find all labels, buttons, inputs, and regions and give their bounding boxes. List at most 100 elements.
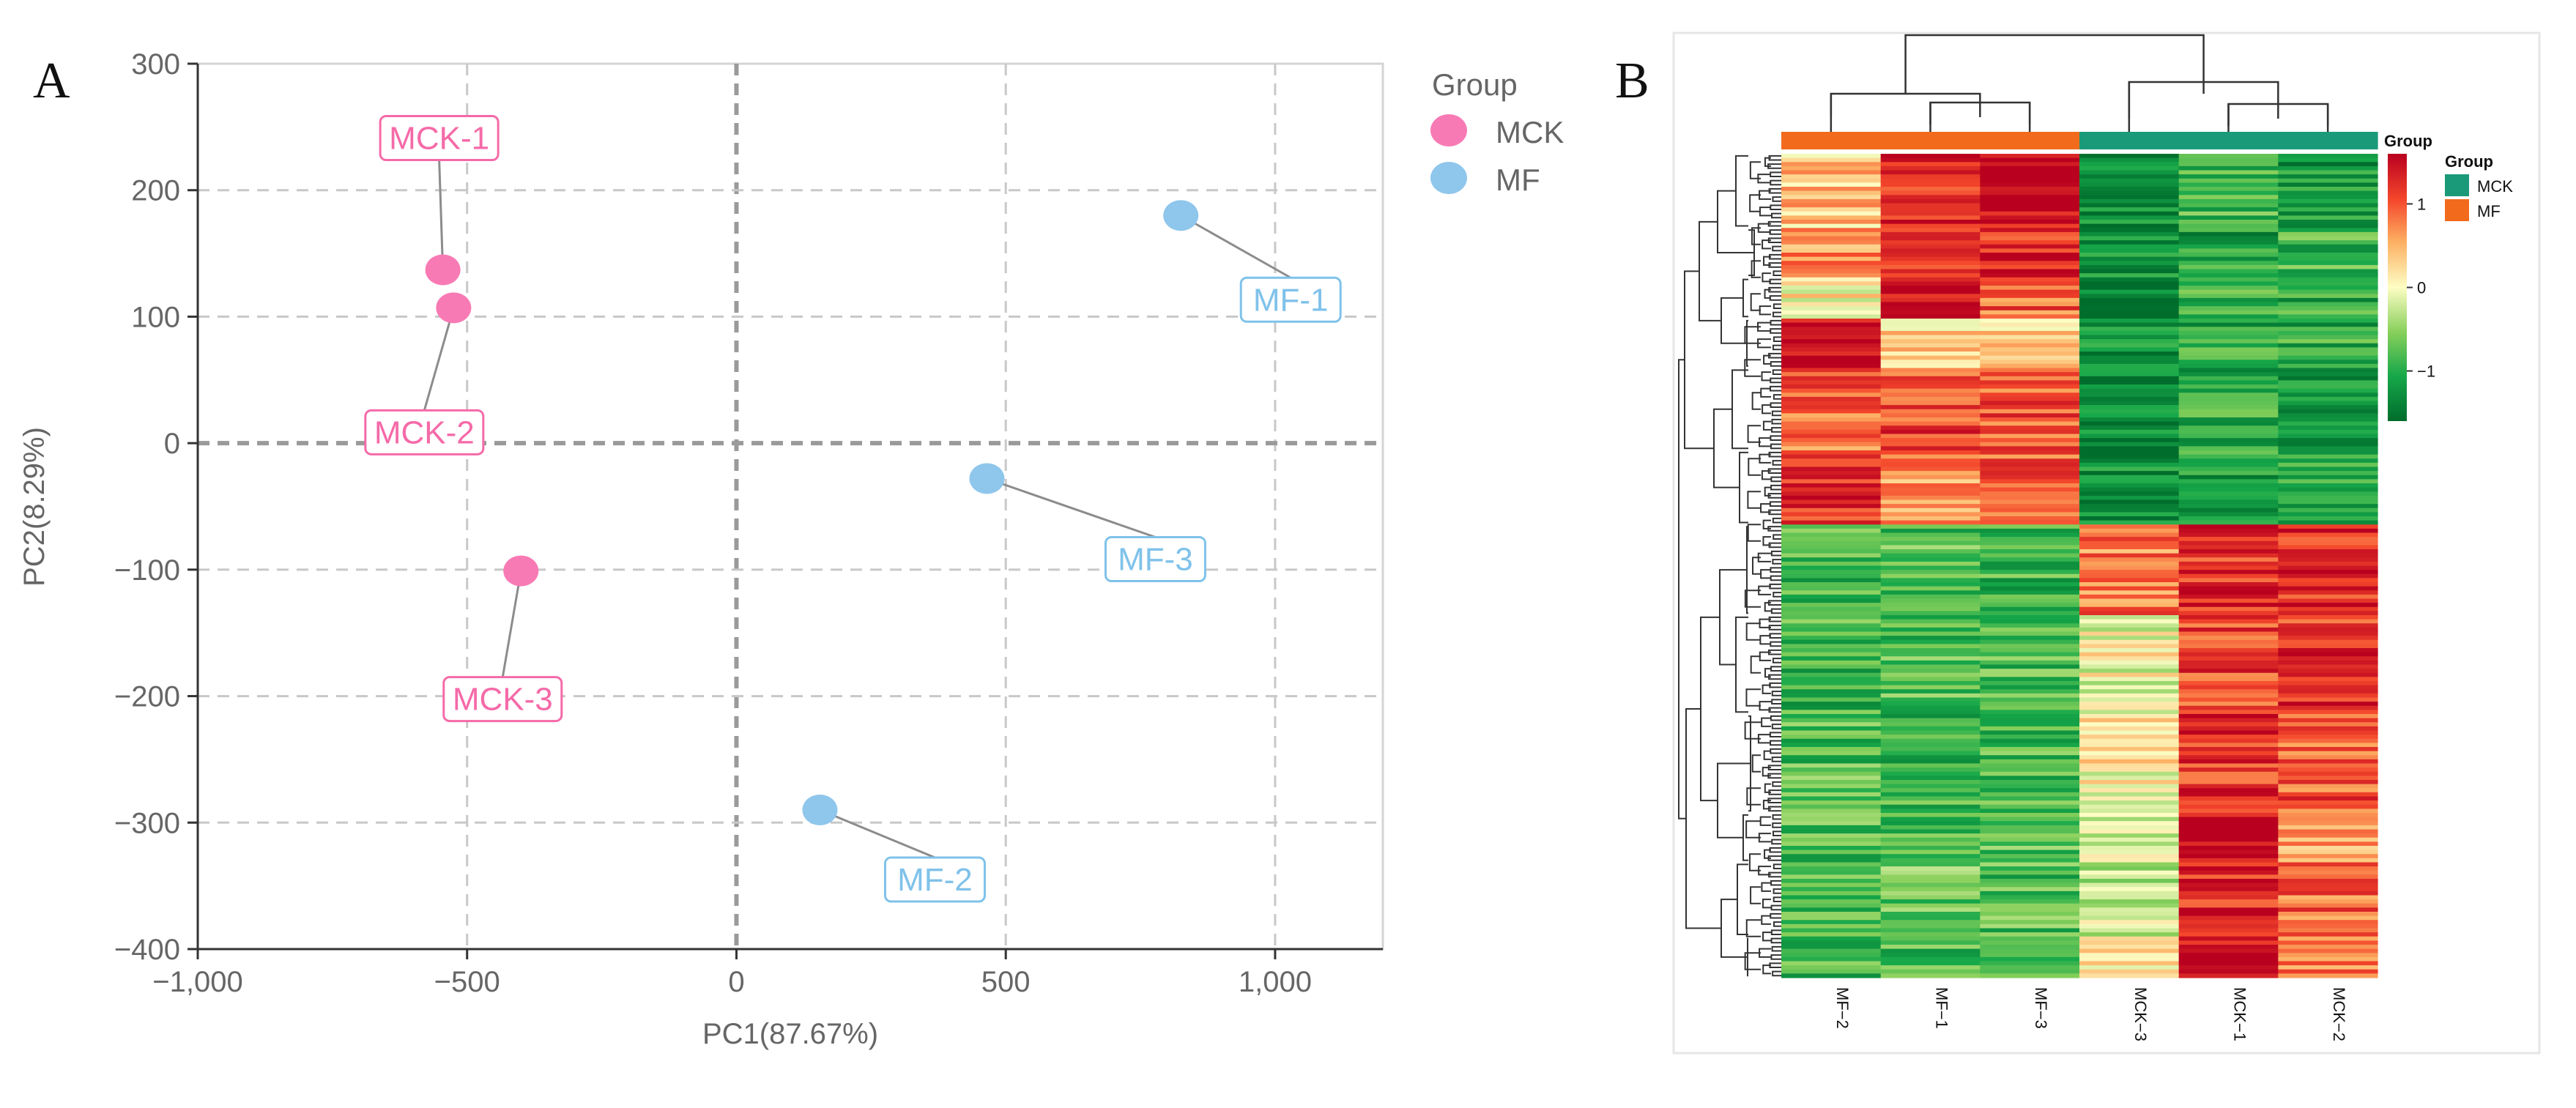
heatmap-cell bbox=[2079, 429, 2180, 435]
heatmap-cell bbox=[1781, 788, 1882, 793]
heatmap-cell bbox=[1880, 808, 1981, 814]
heatmap-cell bbox=[1880, 907, 1981, 912]
row-dendrogram-link bbox=[1760, 569, 1771, 579]
heatmap-cell bbox=[1980, 532, 2080, 538]
heatmap-cell bbox=[1880, 763, 1981, 768]
heatmap-cell bbox=[2079, 953, 2180, 958]
heatmap-cell bbox=[1781, 899, 1882, 904]
heatmap-cell bbox=[1980, 504, 2080, 509]
heatmap-cell bbox=[1781, 973, 1882, 978]
heatmap-cell bbox=[2278, 726, 2378, 732]
heatmap-cell bbox=[2178, 269, 2279, 274]
heatmap-cell bbox=[2178, 829, 2279, 834]
heatmap-cell bbox=[2178, 355, 2279, 360]
heatmap-cell bbox=[2079, 685, 2180, 690]
heatmap-cell bbox=[1980, 689, 2080, 694]
heatmap-cell bbox=[1880, 767, 1981, 773]
heatmap-cell bbox=[2178, 833, 2279, 839]
heatmap-cell bbox=[2178, 677, 2279, 682]
heatmap-cell bbox=[1980, 800, 2080, 806]
heatmap-cell bbox=[1980, 648, 2080, 653]
heatmap-cell bbox=[1880, 335, 1981, 340]
heatmap-cell bbox=[2278, 841, 2378, 847]
heatmap-cell bbox=[2278, 780, 2378, 785]
heatmap-cell bbox=[1880, 928, 1981, 933]
heatmap-cell bbox=[2178, 454, 2279, 459]
heatmap-cell bbox=[1980, 565, 2080, 570]
heatmap-cell bbox=[1980, 376, 2080, 381]
heatmap-cell bbox=[2178, 899, 2279, 904]
heatmap-cell bbox=[1781, 166, 1882, 171]
heatmap-cell bbox=[2178, 277, 2279, 282]
heatmap-cell bbox=[1781, 776, 1882, 781]
row-dendrogram-link bbox=[1770, 666, 1781, 672]
heatmap-cell bbox=[1980, 895, 2080, 900]
heatmap-cell bbox=[2079, 537, 2180, 542]
heatmap-cell bbox=[2079, 425, 2180, 431]
heatmap-cell bbox=[1781, 339, 1882, 344]
heatmap-cell bbox=[2079, 190, 2180, 196]
heatmap-cell bbox=[1781, 491, 1882, 497]
heatmap-cell bbox=[2178, 471, 2279, 476]
heatmap-cell bbox=[1781, 747, 1882, 752]
heatmap-cell bbox=[2079, 961, 2180, 966]
heatmap-cell bbox=[2178, 841, 2279, 847]
heatmap-cell bbox=[2278, 874, 2378, 880]
heatmap-cell bbox=[2178, 327, 2279, 332]
heatmap-cell bbox=[2079, 388, 2180, 393]
heatmap-cell bbox=[2178, 813, 2279, 818]
heatmap-cell bbox=[1880, 879, 1981, 884]
pca-grid bbox=[198, 64, 1383, 949]
heatmap-cell bbox=[2278, 849, 2378, 855]
heatmap-cell bbox=[2278, 483, 2378, 488]
heatmap-cell bbox=[1980, 652, 2080, 657]
row-dendrogram-link bbox=[1764, 602, 1771, 612]
heatmap-cell bbox=[1781, 195, 1882, 200]
heatmap-cell bbox=[2278, 273, 2378, 278]
heatmap-cell bbox=[1980, 619, 2080, 624]
heatmap-cell bbox=[2178, 837, 2279, 842]
heatmap-cell bbox=[2079, 751, 2180, 756]
heatmap-cell bbox=[2178, 870, 2279, 875]
heatmap-cell bbox=[2079, 693, 2180, 699]
heatmap-cell bbox=[2079, 796, 2180, 801]
heatmap-cell bbox=[2178, 594, 2279, 600]
heatmap-cell bbox=[1781, 767, 1882, 773]
heatmap-cell bbox=[1781, 466, 1882, 472]
heatmap-cell bbox=[1880, 829, 1981, 834]
heatmap-cell bbox=[1980, 681, 2080, 686]
heatmap-cell bbox=[1880, 759, 1981, 765]
colorbar-tick-label: 1 bbox=[2417, 195, 2426, 213]
heatmap-cell bbox=[1980, 540, 2080, 546]
heatmap-cell bbox=[2278, 870, 2378, 875]
heatmap-cell bbox=[1980, 636, 2080, 641]
heatmap-frame bbox=[1672, 31, 2541, 1055]
heatmap-cell bbox=[1880, 499, 1981, 505]
heatmap-cell bbox=[2278, 808, 2378, 814]
heatmap-column-labels: MF−2 MF−1 MF−3 MCK−3 MCK−1 MCK−2 bbox=[1833, 987, 2348, 1041]
heatmap-cell bbox=[1781, 669, 1882, 674]
heatmap-cell bbox=[2079, 672, 2180, 677]
group-legend-title: Group bbox=[2445, 152, 2493, 171]
heatmap-cell bbox=[2278, 211, 2378, 216]
heatmap-cell bbox=[2278, 306, 2378, 311]
heatmap-cell bbox=[1880, 388, 1981, 393]
heatmap-cell bbox=[2178, 322, 2279, 327]
heatmap-cell bbox=[2079, 207, 2180, 212]
heatmap-cell bbox=[1880, 537, 1981, 542]
heatmap-cell bbox=[2278, 660, 2378, 666]
heatmap-cell bbox=[1980, 215, 2080, 220]
heatmap-cell bbox=[1980, 813, 2080, 818]
heatmap-cell bbox=[1880, 718, 1981, 723]
heatmap-cell bbox=[1781, 821, 1882, 826]
heatmap-cell bbox=[1980, 190, 2080, 196]
heatmap-cell bbox=[1980, 747, 2080, 752]
heatmap-cell bbox=[2178, 969, 2279, 974]
heatmap-cell bbox=[2178, 804, 2279, 809]
heatmap-cell bbox=[2079, 393, 2180, 398]
heatmap-cell bbox=[1880, 207, 1981, 212]
heatmap-cell bbox=[1980, 751, 2080, 756]
heatmap-cell bbox=[1880, 648, 1981, 653]
row-dendrogram-link bbox=[1762, 964, 1771, 975]
heatmap-cell bbox=[2178, 730, 2279, 735]
